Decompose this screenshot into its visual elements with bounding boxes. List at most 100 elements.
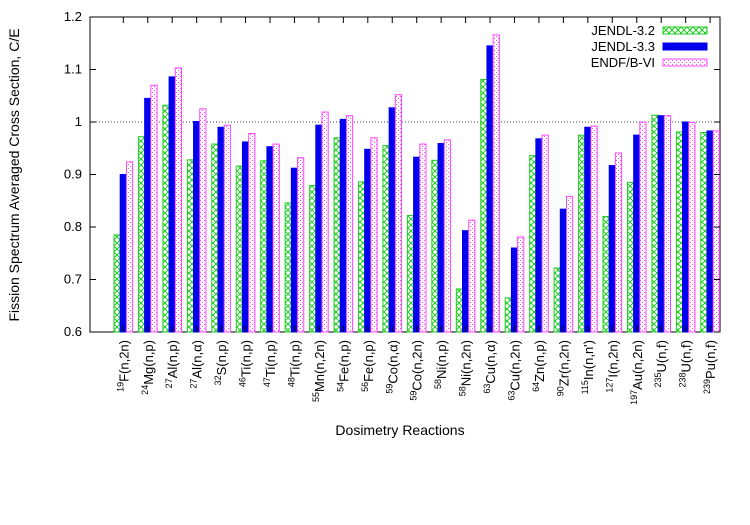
bar-endf-b-vi-23 <box>688 122 696 333</box>
x-tick-label-reaction: Al(n,p) <box>165 340 180 378</box>
bar-jendl-3-3-18 <box>559 208 567 333</box>
bar-endf-b-vi-21 <box>639 121 647 333</box>
x-tick-label-reaction: Ni(n,2n) <box>459 340 474 386</box>
y-axis-title: Fission Spectrum Averaged Cross Section,… <box>6 28 22 321</box>
x-tick-label-reaction: Pu(n,f) <box>703 340 718 379</box>
bar-endf-b-vi-16 <box>517 236 525 333</box>
bar-jendl-3-2-9 <box>333 137 341 333</box>
x-tick-label-mass: 58 <box>458 386 468 396</box>
x-tick-label-mass: 55 <box>311 392 321 402</box>
x-tick-label-reaction: Zr(n,2n) <box>556 340 571 386</box>
bar-jendl-3-3-5 <box>241 141 250 333</box>
bar-endf-b-vi-10 <box>370 137 378 333</box>
bar-jendl-3-3-3 <box>193 120 201 333</box>
legend-label: ENDF/B-VI <box>591 55 655 70</box>
x-tick-label-reaction: I(n,2n) <box>605 340 620 378</box>
y-tick-label: 0.9 <box>64 167 82 182</box>
bar-jendl-3-2-0 <box>113 234 121 333</box>
x-tick-label-mass: 235 <box>653 373 663 388</box>
x-tick-label-mass: 63 <box>482 384 492 394</box>
x-tick-label-reaction: Co(n,2n) <box>410 340 425 391</box>
x-tick-label: 115In(n,n') <box>580 340 596 394</box>
bar-endf-b-vi-17 <box>541 134 549 333</box>
y-tick-label: 1.2 <box>64 9 82 24</box>
bar-jendl-3-2-8 <box>309 185 317 333</box>
bar-jendl-3-2-5 <box>235 165 243 333</box>
bar-endf-b-vi-13 <box>443 139 451 333</box>
x-tick-label: 58Ni(n,p) <box>433 340 449 389</box>
bar-jendl-3-3-2 <box>168 76 176 333</box>
bar-endf-b-vi-11 <box>394 94 403 333</box>
bar-endf-b-vi-19 <box>590 125 598 333</box>
bar-jendl-3-3-0 <box>119 174 127 333</box>
x-tick-label: 27Al(n,α) <box>189 340 205 389</box>
x-tick-label-reaction: Mn(n,2n) <box>312 340 327 392</box>
x-tick-label-reaction: Cu(n,α) <box>483 340 498 384</box>
x-tick-label-reaction: Ti(n,p) <box>263 340 278 377</box>
bar-endf-b-vi-18 <box>566 196 574 333</box>
bar-jendl-3-2-12 <box>406 214 415 333</box>
y-tick-label: 1.1 <box>64 62 82 77</box>
x-tick-label-mass: 127 <box>604 378 614 393</box>
x-tick-label-mass: 238 <box>678 373 688 388</box>
bar-jendl-3-2-23 <box>675 131 684 333</box>
bar-jendl-3-2-13 <box>431 159 439 333</box>
x-tick-label-reaction: Ti(n,p) <box>239 340 254 377</box>
bar-jendl-3-2-20 <box>602 216 610 333</box>
x-tick-label: 47Ti(n,p) <box>262 340 278 387</box>
x-tick-label-mass: 48 <box>286 377 296 387</box>
x-tick-label: 64Zn(n,p) <box>531 340 547 392</box>
x-tick-label: 59Co(n,α) <box>384 340 400 394</box>
bar-jendl-3-2-19 <box>578 134 586 333</box>
bar-jendl-3-3-1 <box>144 97 152 333</box>
bar-endf-b-vi-8 <box>321 111 329 333</box>
bar-jendl-3-2-18 <box>553 267 561 333</box>
bars-group <box>113 34 720 333</box>
bar-jendl-3-3-23 <box>682 121 690 333</box>
x-tick-label-mass: 46 <box>238 377 248 387</box>
bar-endf-b-vi-14 <box>468 219 476 333</box>
x-tick-label-mass: 59 <box>384 384 394 394</box>
legend-swatch <box>662 26 708 35</box>
bar-jendl-3-3-15 <box>486 45 494 333</box>
x-tick-label-mass: 47 <box>262 377 272 387</box>
x-tick-label-reaction: Mg(n,p) <box>141 340 156 385</box>
bar-endf-b-vi-20 <box>614 152 623 333</box>
bar-jendl-3-2-16 <box>504 297 512 333</box>
y-tick-label: 0.8 <box>64 219 82 234</box>
x-tick-label: 55Mn(n,2n) <box>311 340 327 402</box>
y-tick-label: 0.7 <box>64 272 82 287</box>
x-tick-label-mass: 115 <box>580 380 590 394</box>
bar-jendl-3-3-4 <box>217 126 225 333</box>
bar-endf-b-vi-1 <box>150 84 158 333</box>
x-tick-label-mass: 32 <box>213 375 223 385</box>
legend-label: JENDL-3.2 <box>591 23 655 38</box>
bar-endf-b-vi-15 <box>492 34 500 333</box>
x-tick-label: 239Pu(n,f) <box>702 340 718 394</box>
legend-swatch <box>662 42 708 51</box>
bar-endf-b-vi-4 <box>223 124 231 333</box>
x-tick-label: 63Cu(n,α) <box>482 340 498 394</box>
bar-jendl-3-2-1 <box>137 136 146 333</box>
x-tick-label: 19F(n,2n) <box>115 340 131 392</box>
x-tick-label-reaction: Ni(n,p) <box>434 340 449 379</box>
bar-jendl-3-3-8 <box>315 124 323 333</box>
bar-jendl-3-3-9 <box>339 118 347 333</box>
bar-jendl-3-2-4 <box>211 143 219 333</box>
x-tick-label-reaction: Fe(n,p) <box>361 340 376 382</box>
bar-jendl-3-3-10 <box>364 148 372 333</box>
y-axis: 0.6 0.7 0.8 0.9 1 1.1 1.2 <box>64 9 720 339</box>
x-tick-label-mass: 58 <box>433 379 443 389</box>
bar-jendl-3-3-6 <box>266 146 274 333</box>
bar-jendl-3-2-2 <box>162 104 170 333</box>
x-tick-label-mass: 59 <box>409 391 419 401</box>
x-tick-label-mass: 19 <box>115 382 125 392</box>
bar-endf-b-vi-2 <box>174 67 183 333</box>
x-tick-label-reaction: Zn(n,p) <box>532 340 547 382</box>
x-axis-title: Dosimetry Reactions <box>335 422 464 438</box>
bar-jendl-3-3-20 <box>608 165 616 333</box>
bar-jendl-3-3-24 <box>706 130 714 333</box>
bar-jendl-3-2-17 <box>529 155 537 333</box>
